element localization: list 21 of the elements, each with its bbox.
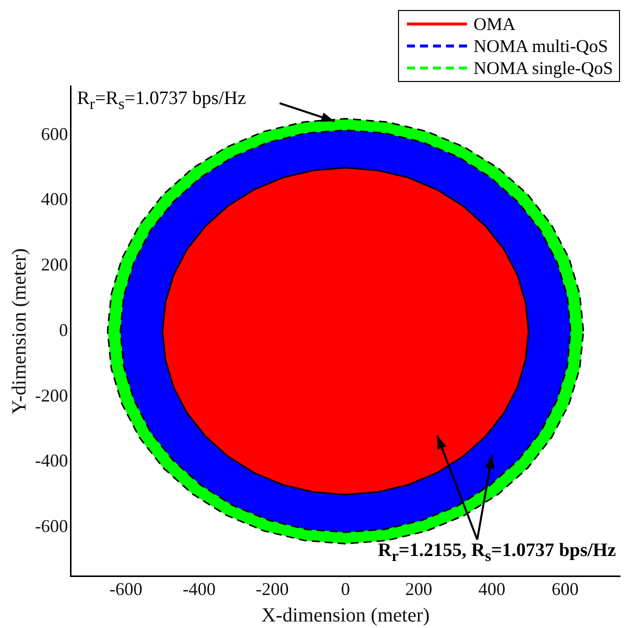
- y-tick-label: 0: [58, 320, 68, 340]
- y-tick-label: 200: [40, 254, 68, 275]
- x-tick-label: -400: [182, 578, 216, 599]
- x-tick-label: 400: [478, 578, 506, 599]
- x-tick-label: -600: [109, 578, 142, 599]
- y-axis-title: Y-dimension (meter): [8, 248, 30, 414]
- y-tick-label: 400: [40, 189, 68, 210]
- legend-label: NOMA multi-QoS: [473, 35, 608, 57]
- x-axis-title: X-dimension (meter): [261, 604, 430, 626]
- x-tick-label: -200: [256, 578, 289, 599]
- y-tick-label: -400: [34, 450, 68, 471]
- x-tick-label: 200: [405, 578, 432, 599]
- y-tick-label: 600: [40, 124, 68, 144]
- annotation: R$_{r}$=R$_{s}$=1.0737 bps/Hz: [76, 88, 246, 114]
- x-tick-label: 600: [552, 578, 579, 599]
- x-tick-label: 0: [340, 578, 350, 599]
- annotation: R$_{r}$=1.2155, R$_{s}$=1.0737 bps/Hz: [378, 540, 616, 566]
- legend-label: NOMA single-QoS: [473, 57, 613, 79]
- y-tick-label: -200: [34, 385, 68, 406]
- legend-label: OMA: [473, 13, 516, 35]
- y-tick-label: -600: [34, 516, 68, 536]
